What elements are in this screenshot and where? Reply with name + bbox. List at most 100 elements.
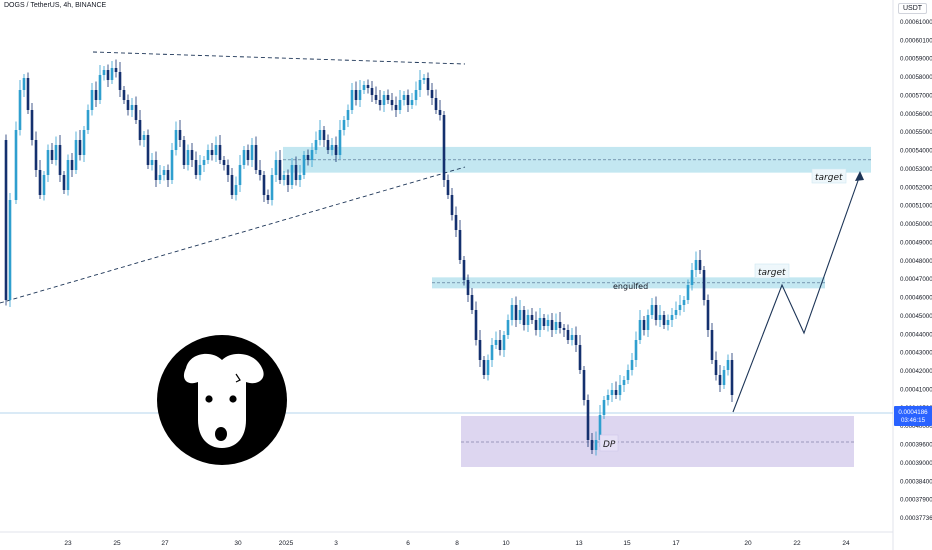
candle-body[interactable] (466, 280, 470, 295)
candle-body[interactable] (138, 120, 142, 140)
candle-body[interactable] (594, 440, 598, 450)
candle-body[interactable] (462, 260, 466, 280)
candle-body[interactable] (46, 150, 50, 175)
candle-body[interactable] (486, 360, 490, 375)
candle-body[interactable] (506, 320, 510, 335)
candle-body[interactable] (326, 140, 330, 150)
candle-body[interactable] (514, 305, 518, 320)
candle-body[interactable] (142, 135, 146, 140)
candle-body[interactable] (314, 140, 318, 150)
candle-body[interactable] (106, 70, 110, 80)
candle-body[interactable] (430, 90, 434, 98)
candle-body[interactable] (698, 260, 702, 270)
candle-body[interactable] (414, 90, 418, 100)
candle-body[interactable] (550, 320, 554, 330)
candle-body[interactable] (194, 160, 198, 175)
candle-body[interactable] (670, 315, 674, 320)
candle-body[interactable] (54, 145, 58, 160)
candle-body[interactable] (18, 90, 22, 130)
candle-body[interactable] (4, 140, 8, 300)
candle-body[interactable] (110, 68, 114, 80)
candle-body[interactable] (722, 370, 726, 385)
candle-body[interactable] (538, 318, 542, 330)
candle-body[interactable] (286, 175, 290, 185)
candle-body[interactable] (74, 140, 78, 170)
candle-body[interactable] (38, 170, 42, 195)
candle-body[interactable] (578, 345, 582, 370)
candle-body[interactable] (706, 300, 710, 330)
resistance-zone[interactable] (283, 146, 871, 173)
candle-body[interactable] (238, 165, 242, 185)
candle-body[interactable] (714, 360, 718, 375)
candle-body[interactable] (510, 305, 514, 320)
candle-body[interactable] (474, 310, 478, 340)
candle-body[interactable] (262, 175, 266, 195)
candle-body[interactable] (522, 310, 526, 325)
candle-body[interactable] (638, 320, 642, 340)
candle-body[interactable] (454, 215, 458, 230)
candle-body[interactable] (202, 160, 206, 165)
candle-body[interactable] (90, 90, 94, 110)
candle-body[interactable] (686, 285, 690, 300)
candle-body[interactable] (278, 160, 282, 180)
candle-body[interactable] (394, 105, 398, 110)
candle-body[interactable] (386, 95, 390, 100)
candle-body[interactable] (50, 150, 54, 160)
candle-body[interactable] (658, 315, 662, 320)
candle-body[interactable] (490, 345, 494, 360)
candle-body[interactable] (730, 360, 734, 395)
candle-body[interactable] (646, 315, 650, 330)
candle-body[interactable] (206, 150, 210, 160)
candle-body[interactable] (450, 195, 454, 215)
candle-body[interactable] (118, 72, 122, 90)
candle-body[interactable] (546, 320, 550, 326)
candle-body[interactable] (22, 78, 26, 90)
candle-body[interactable] (366, 85, 370, 88)
candle-body[interactable] (166, 170, 170, 180)
candle-body[interactable] (274, 160, 278, 175)
candle-body[interactable] (342, 120, 346, 130)
candle-body[interactable] (558, 322, 562, 328)
candle-body[interactable] (78, 140, 82, 155)
candle-body[interactable] (126, 100, 130, 110)
candle-body[interactable] (574, 335, 578, 345)
candle-body[interactable] (30, 110, 34, 140)
candle-body[interactable] (358, 90, 362, 100)
candle-body[interactable] (418, 80, 422, 90)
candle-body[interactable] (242, 150, 246, 165)
projection-path[interactable] (732, 174, 861, 413)
candle-body[interactable] (590, 440, 594, 450)
candle-body[interactable] (190, 150, 194, 160)
candle-body[interactable] (678, 305, 682, 310)
candle-body[interactable] (198, 165, 202, 175)
candle-body[interactable] (14, 130, 18, 200)
candle-body[interactable] (434, 98, 438, 110)
candle-body[interactable] (158, 175, 162, 180)
candle-body[interactable] (682, 300, 686, 305)
candle-body[interactable] (58, 145, 62, 175)
candle-body[interactable] (178, 130, 182, 140)
candle-body[interactable] (82, 130, 86, 155)
dp-zone[interactable] (461, 416, 854, 467)
candle-body[interactable] (370, 88, 374, 95)
candle-body[interactable] (442, 115, 446, 180)
candle-body[interactable] (174, 130, 178, 150)
candle-body[interactable] (346, 110, 350, 120)
candle-body[interactable] (354, 90, 358, 100)
candle-body[interactable] (618, 385, 622, 395)
candle-body[interactable] (478, 340, 482, 360)
candle-body[interactable] (598, 415, 602, 440)
candle-body[interactable] (310, 150, 314, 160)
candle-body[interactable] (554, 322, 558, 330)
ascending-trendline[interactable] (0, 166, 466, 304)
candle-body[interactable] (290, 165, 294, 185)
candle-body[interactable] (626, 370, 630, 380)
candle-body[interactable] (630, 360, 634, 370)
candle-body[interactable] (662, 315, 666, 325)
candle-body[interactable] (42, 175, 46, 195)
candle-body[interactable] (694, 260, 698, 270)
candle-body[interactable] (350, 90, 354, 110)
candle-body[interactable] (690, 270, 694, 285)
